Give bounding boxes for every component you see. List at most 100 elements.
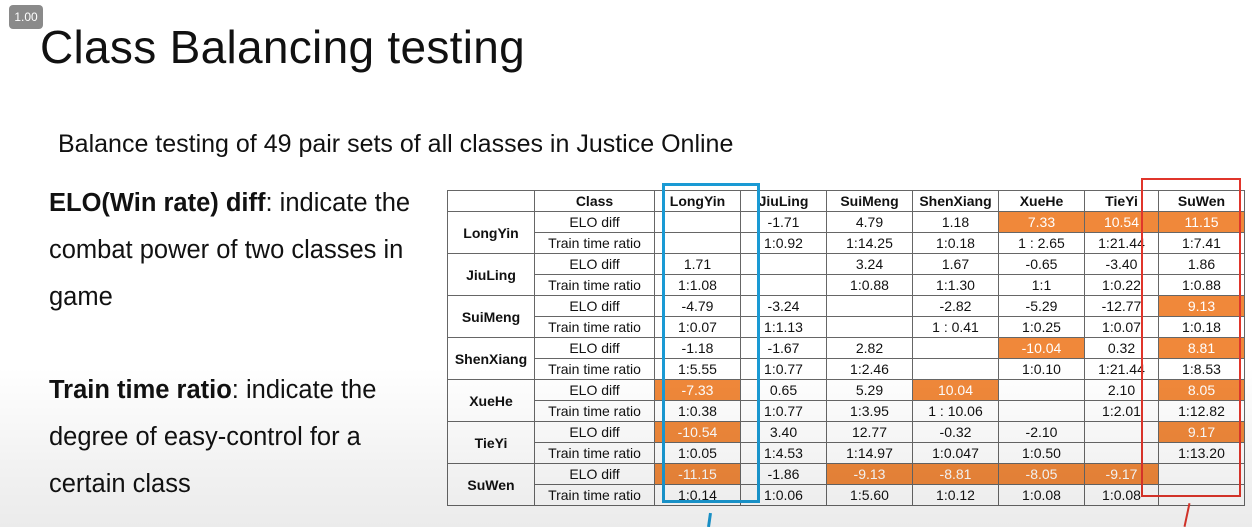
elo-cell: 5.29 bbox=[826, 379, 913, 401]
metric-label-train: Train time ratio bbox=[534, 400, 655, 422]
elo-cell: -3.40 bbox=[1084, 253, 1159, 275]
train-ratio-cell: 1:1.13 bbox=[740, 316, 827, 338]
elo-cell: 11.15 bbox=[1158, 211, 1245, 233]
elo-cell bbox=[998, 379, 1085, 401]
metric-label-train: Train time ratio bbox=[534, 484, 655, 506]
elo-cell: 0.65 bbox=[740, 379, 827, 401]
train-ratio-cell: 1:0.77 bbox=[740, 400, 827, 422]
elo-cell: -0.32 bbox=[912, 421, 999, 443]
elo-definition: ELO(Win rate) diff: indicate the combat … bbox=[49, 180, 429, 321]
balance-table: Class LongYin JiuLing SuiMeng ShenXiang XueHe… bbox=[447, 190, 1245, 506]
train-ratio-cell: 1:0.25 bbox=[998, 316, 1085, 338]
train-ratio-cell: 1:0.08 bbox=[1084, 484, 1159, 506]
elo-cell bbox=[1084, 421, 1159, 443]
train-ratio-cell: 1:0.10 bbox=[998, 358, 1085, 380]
elo-cell bbox=[826, 295, 913, 317]
train-ratio-cell: 1:1.30 bbox=[912, 274, 999, 296]
header-blank-cell bbox=[447, 190, 535, 212]
train-ratio-cell: 1:2.46 bbox=[826, 358, 913, 380]
train-ratio-cell: 1:0.77 bbox=[740, 358, 827, 380]
table-row: ShenXiang ELO diff -1.18 -1.67 2.82 -10.04 0.3… bbox=[447, 337, 1245, 380]
elo-cell: 1.86 bbox=[1158, 253, 1245, 275]
elo-cell: 10.54 bbox=[1084, 211, 1159, 233]
train-ratio-cell: 1:13.20 bbox=[1158, 442, 1245, 464]
train-ratio-cell bbox=[654, 232, 741, 254]
train-ratio-cell: 1:0.12 bbox=[912, 484, 999, 506]
train-ratio-cell: 1:14.25 bbox=[826, 232, 913, 254]
metric-label-elo: ELO diff bbox=[534, 295, 655, 317]
elo-cell: -1.86 bbox=[740, 463, 827, 485]
column-header-shenxiang: ShenXiang bbox=[912, 190, 999, 212]
table-row: LongYin ELO diff -1.71 4.79 1.18 7.33 10.54 11.… bbox=[447, 211, 1245, 254]
train-time-term: Train time ratio bbox=[49, 376, 232, 404]
row-class-shenxiang: ShenXiang bbox=[447, 337, 535, 380]
table-row: Train time ratio 1:0.92 1:14.25 1:0.18 1 : 2… bbox=[448, 232, 1245, 254]
elo-cell: 9.17 bbox=[1158, 421, 1245, 443]
elo-cell bbox=[740, 253, 827, 275]
elo-cell: -12.77 bbox=[1084, 295, 1159, 317]
elo-cell: -9.13 bbox=[826, 463, 913, 485]
row-class-longyin: LongYin bbox=[447, 211, 535, 254]
train-ratio-cell bbox=[826, 316, 913, 338]
slide-title: Class Balancing testing bbox=[40, 21, 526, 73]
table-row: Train time ratio 1:1.08 1:0.88 1:1.30 1:1 1:0… bbox=[448, 274, 1245, 296]
elo-cell: 10.04 bbox=[912, 379, 999, 401]
train-ratio-cell: 1 : 2.65 bbox=[998, 232, 1085, 254]
table-row: Train time ratio 1:0.14 1:0.06 1:5.60 1:0.12… bbox=[448, 484, 1245, 506]
elo-term: ELO(Win rate) diff bbox=[49, 189, 266, 217]
elo-cell: -3.24 bbox=[740, 295, 827, 317]
train-ratio-cell bbox=[1084, 442, 1159, 464]
train-time-description: : indicate the degree of easy-control fo… bbox=[49, 376, 377, 498]
metric-label-elo: ELO diff bbox=[534, 463, 655, 485]
table-row: Train time ratio 1:5.55 1:0.77 1:2.46 1:0.10… bbox=[448, 358, 1245, 380]
train-ratio-cell: 1:0.07 bbox=[1084, 316, 1159, 338]
train-ratio-cell: 1:0.06 bbox=[740, 484, 827, 506]
train-ratio-cell bbox=[912, 358, 999, 380]
blue-arrow-icon bbox=[707, 512, 712, 527]
elo-cell: -10.04 bbox=[998, 337, 1085, 359]
train-ratio-cell: 1:0.22 bbox=[1084, 274, 1159, 296]
train-ratio-cell: 1:3.95 bbox=[826, 400, 913, 422]
table-row: Train time ratio 1:0.38 1:0.77 1:3.95 1 : 10… bbox=[448, 400, 1245, 422]
train-ratio-cell bbox=[740, 274, 827, 296]
table-row: Train time ratio 1:0.07 1:1.13 1 : 0.41 1:0.… bbox=[448, 316, 1245, 338]
elo-cell: 0.32 bbox=[1084, 337, 1159, 359]
metric-label-train: Train time ratio bbox=[534, 442, 655, 464]
train-ratio-cell: 1:4.53 bbox=[740, 442, 827, 464]
elo-cell: 1.71 bbox=[654, 253, 741, 275]
elo-cell: -2.10 bbox=[998, 421, 1085, 443]
train-ratio-cell: 1:1 bbox=[998, 274, 1085, 296]
elo-cell: -11.15 bbox=[654, 463, 741, 485]
elo-cell: -1.67 bbox=[740, 337, 827, 359]
elo-cell: 1.67 bbox=[912, 253, 999, 275]
row-class-xuehe: XueHe bbox=[447, 379, 535, 422]
table-row: JiuLing ELO diff 1.71 3.24 1.67 -0.65 -3.40 1.8… bbox=[447, 253, 1245, 296]
elo-cell: 8.81 bbox=[1158, 337, 1245, 359]
train-ratio-cell: 1:0.92 bbox=[740, 232, 827, 254]
metric-label-elo: ELO diff bbox=[534, 421, 655, 443]
elo-cell: 3.40 bbox=[740, 421, 827, 443]
elo-cell bbox=[1158, 463, 1245, 485]
train-ratio-cell: 1:5.60 bbox=[826, 484, 913, 506]
train-ratio-cell: 1:0.08 bbox=[998, 484, 1085, 506]
train-ratio-cell: 1:0.38 bbox=[654, 400, 741, 422]
metric-label-train: Train time ratio bbox=[534, 358, 655, 380]
metric-label-elo: ELO diff bbox=[534, 253, 655, 275]
train-ratio-cell: 1:8.53 bbox=[1158, 358, 1245, 380]
elo-cell bbox=[654, 211, 741, 233]
elo-cell: 9.13 bbox=[1158, 295, 1245, 317]
elo-cell bbox=[912, 337, 999, 359]
elo-cell: 12.77 bbox=[826, 421, 913, 443]
column-header-longyin: LongYin bbox=[654, 190, 741, 212]
metric-label-elo: ELO diff bbox=[534, 337, 655, 359]
train-ratio-cell: 1:0.88 bbox=[826, 274, 913, 296]
elo-cell: -2.82 bbox=[912, 295, 999, 317]
table-row: Train time ratio 1:0.05 1:4.53 1:14.97 1:0.0… bbox=[448, 442, 1245, 464]
column-header-xuehe: XueHe bbox=[998, 190, 1085, 212]
table-row: SuWen ELO diff -11.15 -1.86 -9.13 -8.81 -8.05-… bbox=[447, 463, 1245, 506]
red-arrow-icon bbox=[1183, 503, 1191, 527]
table-row: SuiMeng ELO diff -4.79 -3.24 -2.82 -5.29 -12.7… bbox=[447, 295, 1245, 338]
column-header-suwen: SuWen bbox=[1158, 190, 1245, 212]
train-ratio-cell: 1:0.14 bbox=[654, 484, 741, 506]
train-time-definition: Train time ratio: indicate the degree of… bbox=[49, 367, 429, 508]
